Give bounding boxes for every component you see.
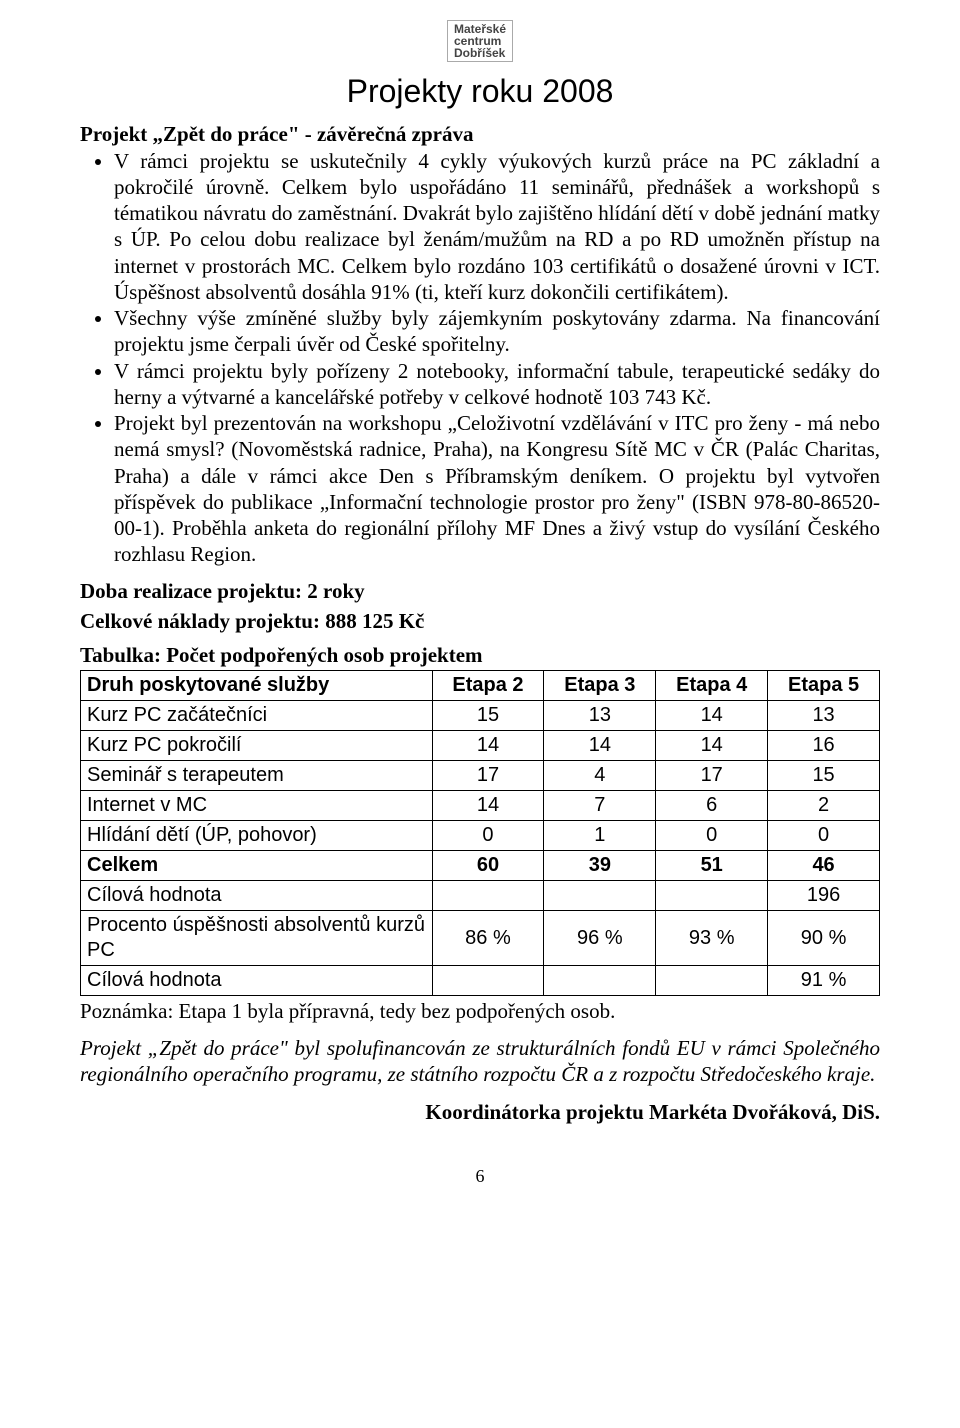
row-cell: 96 %	[544, 911, 656, 966]
row-cell: 46	[768, 851, 880, 881]
table-note: Poznámka: Etapa 1 byla přípravná, tedy b…	[80, 998, 880, 1024]
row-cell: 1	[544, 821, 656, 851]
bullet-list: V rámci projektu se uskutečnily 4 cykly …	[80, 148, 880, 568]
row-cell: 90 %	[768, 911, 880, 966]
project-subheading: Projekt „Zpět do práce" - závěrečná zprá…	[80, 121, 880, 147]
table-row: Kurz PC začátečníci15131413	[81, 701, 880, 731]
support-table: Druh poskytované služby Etapa 2 Etapa 3 …	[80, 670, 880, 996]
row-cell: 15	[768, 761, 880, 791]
list-item: Všechny výše zmíněné služby byly zájemky…	[114, 305, 880, 358]
funding-note: Projekt „Zpět do práce" byl spolufinanco…	[80, 1035, 880, 1088]
row-cell: 196	[768, 881, 880, 911]
list-item: V rámci projektu se uskutečnily 4 cykly …	[114, 148, 880, 306]
row-cell: 14	[432, 791, 544, 821]
row-cell	[544, 881, 656, 911]
row-label: Internet v MC	[81, 791, 433, 821]
col-header: Druh poskytované služby	[81, 671, 433, 701]
row-cell	[656, 966, 768, 996]
row-cell	[432, 966, 544, 996]
row-cell: 60	[432, 851, 544, 881]
row-cell: 0	[768, 821, 880, 851]
row-cell: 4	[544, 761, 656, 791]
row-label: Procento úspěšnosti absolventů kurzů PC	[81, 911, 433, 966]
project-duration: Doba realizace projektu: 2 roky	[80, 578, 880, 604]
table-caption: Tabulka: Počet podpořených osob projekte…	[80, 642, 880, 668]
table-row: Procento úspěšnosti absolventů kurzů PC8…	[81, 911, 880, 966]
row-cell: 0	[656, 821, 768, 851]
row-cell: 14	[432, 731, 544, 761]
row-label: Kurz PC začátečníci	[81, 701, 433, 731]
row-cell: 14	[656, 701, 768, 731]
table-row: Seminář s terapeutem1741715	[81, 761, 880, 791]
row-cell	[432, 881, 544, 911]
row-cell: 14	[656, 731, 768, 761]
row-cell: 51	[656, 851, 768, 881]
table-row: Internet v MC14762	[81, 791, 880, 821]
row-cell	[656, 881, 768, 911]
row-label: Seminář s terapeutem	[81, 761, 433, 791]
project-cost: Celkové náklady projektu: 888 125 Kč	[80, 608, 880, 634]
table-head: Druh poskytované služby Etapa 2 Etapa 3 …	[81, 671, 880, 701]
page-number: 6	[80, 1165, 880, 1188]
row-label: Hlídání dětí (ÚP, pohovor)	[81, 821, 433, 851]
row-label: Celkem	[81, 851, 433, 881]
logo-line3: Dobříšek	[454, 46, 505, 60]
row-cell: 14	[544, 731, 656, 761]
row-cell: 93 %	[656, 911, 768, 966]
row-cell: 2	[768, 791, 880, 821]
row-label: Cílová hodnota	[81, 966, 433, 996]
logo: Mateřské centrum Dobříšek	[447, 20, 513, 62]
row-label: Kurz PC pokročilí	[81, 731, 433, 761]
table-row: Hlídání dětí (ÚP, pohovor)0100	[81, 821, 880, 851]
row-label: Cílová hodnota	[81, 881, 433, 911]
table-header-row: Druh poskytované služby Etapa 2 Etapa 3 …	[81, 671, 880, 701]
list-item: Projekt byl prezentován na workshopu „Ce…	[114, 410, 880, 568]
col-header: Etapa 2	[432, 671, 544, 701]
list-item: V rámci projektu byly pořízeny 2 noteboo…	[114, 358, 880, 411]
table-row: Cílová hodnota 91 %	[81, 966, 880, 996]
row-cell: 13	[544, 701, 656, 731]
row-cell: 17	[432, 761, 544, 791]
table-body: Kurz PC začátečníci15131413Kurz PC pokro…	[81, 701, 880, 996]
col-header: Etapa 5	[768, 671, 880, 701]
col-header: Etapa 4	[656, 671, 768, 701]
row-cell: 0	[432, 821, 544, 851]
table-row: Cílová hodnota 196	[81, 881, 880, 911]
logo-container: Mateřské centrum Dobříšek	[80, 20, 880, 63]
row-cell: 17	[656, 761, 768, 791]
row-cell: 15	[432, 701, 544, 731]
row-cell: 86 %	[432, 911, 544, 966]
row-cell	[544, 966, 656, 996]
document-page: Mateřské centrum Dobříšek Projekty roku …	[0, 0, 960, 1228]
row-cell: 91 %	[768, 966, 880, 996]
coordinator-line: Koordinátorka projektu Markéta Dvořáková…	[80, 1099, 880, 1125]
col-header: Etapa 3	[544, 671, 656, 701]
table-row: Celkem60395146	[81, 851, 880, 881]
table-row: Kurz PC pokročilí14141416	[81, 731, 880, 761]
row-cell: 7	[544, 791, 656, 821]
row-cell: 6	[656, 791, 768, 821]
row-cell: 16	[768, 731, 880, 761]
row-cell: 39	[544, 851, 656, 881]
page-title: Projekty roku 2008	[80, 71, 880, 111]
row-cell: 13	[768, 701, 880, 731]
